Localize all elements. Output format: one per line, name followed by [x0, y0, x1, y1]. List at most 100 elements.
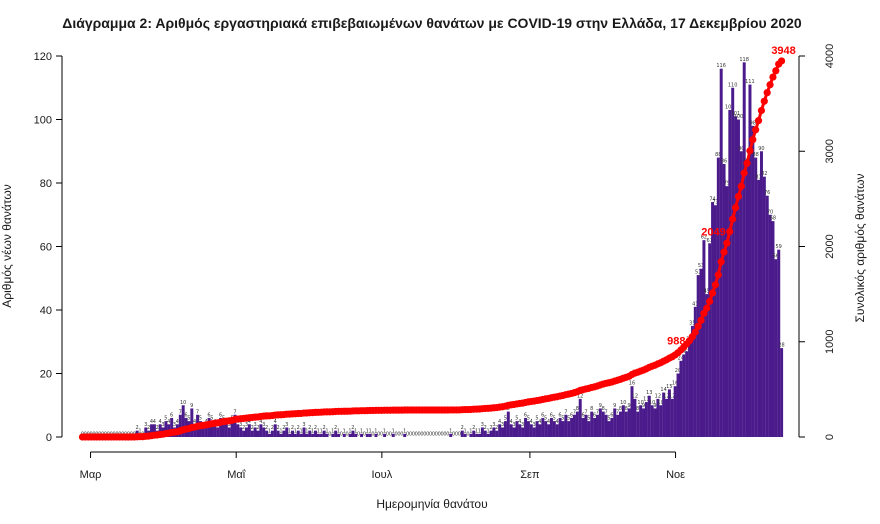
bar-value-label: 0 [440, 432, 443, 438]
bar-value-label: 4 [150, 419, 153, 425]
bar-value-label: 1 [475, 428, 478, 434]
daily-deaths-bar [676, 373, 680, 437]
bar-value-label: 0 [400, 432, 403, 438]
bar-value-label: 61 [706, 238, 712, 244]
cumulative-point [714, 271, 722, 279]
daily-deaths-bar [515, 421, 519, 437]
cumulative-point [720, 248, 728, 256]
bar-value-label: 3 [533, 422, 536, 428]
x-axis-tick-label: Ιουλ [372, 469, 393, 481]
bar-value-label: 12 [669, 393, 675, 399]
bar-value-label: 5 [561, 416, 564, 422]
cumulative-point [697, 316, 705, 324]
bar-value-label: 0 [412, 432, 415, 438]
daily-deaths-bar [604, 414, 608, 437]
daily-deaths-bar [268, 433, 271, 437]
bar-value-label: 8 [636, 406, 639, 412]
bar-value-label: 2 [271, 425, 274, 431]
daily-deaths-bar [728, 109, 732, 437]
bar-value-label: 1 [366, 428, 369, 434]
bar-value-label: 111 [745, 79, 755, 85]
bar-value-label: 56 [773, 254, 779, 260]
daily-deaths-bar [581, 417, 585, 437]
bar-value-label: 1 [279, 428, 282, 434]
daily-deaths-bar [164, 421, 168, 437]
cumulative-point [694, 322, 702, 330]
bar-value-label: 88 [715, 152, 721, 158]
daily-deaths-bar [765, 195, 769, 437]
cumulative-point [706, 297, 714, 305]
daily-deaths-bar [751, 125, 755, 437]
bar-value-label: 4 [167, 419, 170, 425]
bar-value-label: 5 [607, 416, 610, 422]
daily-deaths-bar [354, 433, 358, 437]
bar-value-label: 45 [704, 289, 710, 295]
bar-value-label: 5 [164, 416, 167, 422]
bar-value-label: 3 [228, 422, 231, 428]
daily-deaths-bar [748, 84, 752, 437]
daily-deaths-bar [322, 430, 326, 437]
bar-value-label: 0 [446, 432, 449, 438]
daily-deaths-bar [210, 421, 214, 437]
daily-deaths-bar [708, 243, 712, 437]
bar-value-label: 6 [207, 412, 210, 418]
bar-value-label: 3 [501, 422, 504, 428]
cumulative-point [777, 57, 786, 65]
bar-value-label: 4 [518, 419, 521, 425]
bar-value-label: 0 [455, 432, 458, 438]
bar-value-label: 5 [567, 416, 570, 422]
daily-deaths-bar [270, 430, 274, 437]
bar-value-label: 16 [629, 381, 635, 387]
bar-value-label: 9 [642, 403, 645, 409]
daily-deaths-bar [659, 405, 663, 437]
daily-deaths-bar [711, 202, 715, 437]
bar-value-label: 5 [587, 416, 590, 422]
right-y-axis-title: Συνολικός αριθμός θανάτων [853, 173, 867, 322]
daily-deaths-bar [219, 417, 223, 437]
bar-value-label: 62 [701, 235, 707, 241]
daily-deaths-bar [288, 433, 292, 437]
bar-value-label: 4 [538, 419, 541, 425]
bar-value-label: 3 [173, 422, 176, 428]
bar-value-label: 0 [371, 432, 374, 438]
daily-deaths-bar [725, 186, 729, 437]
bar-value-label: 7 [196, 409, 199, 415]
bar-value-label: 74 [709, 197, 715, 203]
cumulative-point [737, 182, 745, 190]
bar-value-label: 1 [463, 428, 466, 434]
daily-deaths-bar [702, 240, 706, 437]
daily-deaths-bar [342, 433, 346, 437]
bar-value-label: 2 [495, 425, 498, 431]
daily-deaths-bar [561, 421, 565, 437]
daily-deaths-bar [316, 433, 320, 437]
daily-deaths-bar [247, 424, 251, 437]
cumulative-point [760, 97, 768, 105]
bar-value-label: 2 [276, 425, 279, 431]
daily-deaths-bar [613, 408, 617, 437]
bar-value-label: 1 [374, 428, 377, 434]
daily-deaths-bar [673, 386, 677, 437]
bar-value-label: 10 [180, 400, 186, 406]
cumulative-value-label: 2049 [701, 227, 725, 239]
bar-value-label: 10 [637, 400, 643, 406]
daily-deaths-bar [216, 427, 220, 437]
bar-value-label: 5 [553, 416, 556, 422]
bar-value-label: 59 [775, 244, 781, 250]
cumulative-point [769, 73, 777, 81]
daily-deaths-bar [365, 433, 369, 437]
bar-value-label: 0 [397, 432, 400, 438]
daily-deaths-bar [152, 424, 156, 437]
bar-value-label: 2 [282, 425, 285, 431]
bar-value-label: 8 [507, 406, 510, 412]
bar-value-label: 7 [179, 409, 182, 415]
daily-deaths-bar [305, 433, 309, 437]
bar-value-label: 90 [758, 146, 764, 152]
bar-value-label: 1 [348, 428, 351, 434]
daily-deaths-bar [276, 430, 280, 437]
daily-deaths-bar [705, 294, 709, 437]
bar-value-label: 9 [627, 403, 630, 409]
daily-deaths-bar [221, 421, 225, 437]
bar-value-label: 11 [643, 397, 649, 403]
bar-value-label: 103 [725, 104, 735, 110]
daily-deaths-bar [242, 430, 246, 437]
